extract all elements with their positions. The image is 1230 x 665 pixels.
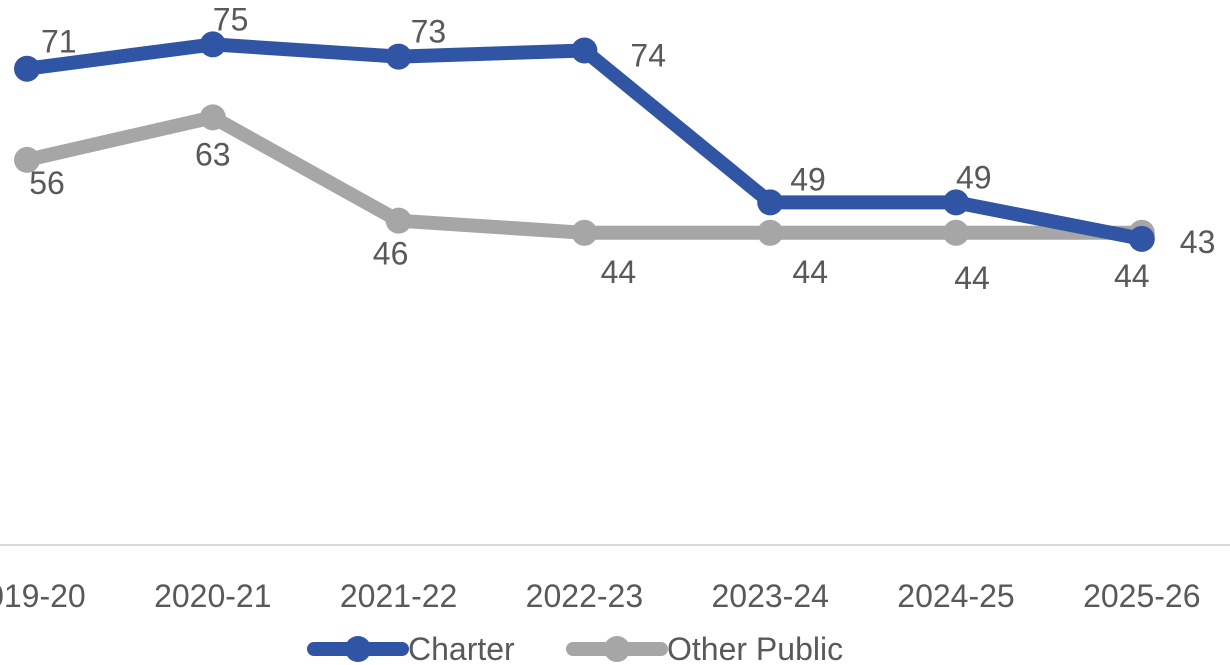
series-layer bbox=[14, 31, 1155, 252]
data-labels-layer: 71 75 73 74 49 49 43 56 63 46 44 44 44 44 bbox=[29, 1, 1215, 295]
charter-data-label: 75 bbox=[213, 1, 249, 37]
other-public-point bbox=[571, 219, 598, 246]
other-public-data-label: 56 bbox=[29, 165, 65, 201]
charter-point bbox=[199, 31, 226, 58]
other-public-point bbox=[199, 104, 226, 131]
other-public-point bbox=[385, 207, 412, 234]
legend-charter-label: Charter bbox=[408, 631, 515, 665]
charter-data-label: 49 bbox=[956, 159, 992, 195]
other-public-point bbox=[14, 146, 40, 173]
charter-point bbox=[571, 37, 598, 64]
x-tick-label: 2019-20 bbox=[0, 578, 86, 614]
other-public-data-label: 46 bbox=[373, 236, 409, 272]
x-tick-label: 2021-22 bbox=[340, 578, 457, 614]
charter-data-label: 73 bbox=[411, 14, 447, 50]
other-public-data-label: 44 bbox=[601, 254, 637, 290]
legend-other-public-label: Other Public bbox=[667, 631, 843, 665]
other-public-data-label: 44 bbox=[792, 254, 828, 290]
charter-data-label: 74 bbox=[630, 38, 666, 74]
charter-point bbox=[757, 189, 784, 216]
legend-charter-marker bbox=[345, 636, 371, 662]
charter-data-label: 71 bbox=[41, 24, 77, 60]
other-public-point bbox=[757, 219, 784, 246]
x-tick-labels: 2019-20 2020-21 2021-22 2022-23 2023-24 2024-… bbox=[0, 578, 1201, 614]
x-tick-label: 2025-26 bbox=[1083, 578, 1200, 614]
charter-point bbox=[1128, 225, 1155, 252]
charter-point bbox=[14, 55, 40, 82]
x-tick-label: 2024-25 bbox=[897, 578, 1014, 614]
legend: Charter Other Public bbox=[307, 631, 843, 665]
other-public-data-label: 63 bbox=[195, 136, 231, 172]
charter-point bbox=[385, 43, 412, 70]
other-public-point bbox=[943, 219, 969, 246]
other-public-data-label: 44 bbox=[954, 260, 990, 296]
x-tick-label: 2020-21 bbox=[154, 578, 271, 614]
x-tick-label: 2023-24 bbox=[711, 578, 828, 614]
charter-point bbox=[943, 189, 969, 216]
charter-data-label: 43 bbox=[1180, 224, 1216, 260]
x-tick-label: 2022-23 bbox=[526, 578, 643, 614]
charter-data-label: 49 bbox=[790, 161, 826, 197]
legend-other-public-marker bbox=[604, 636, 630, 662]
other-public-data-label: 44 bbox=[1114, 258, 1150, 294]
